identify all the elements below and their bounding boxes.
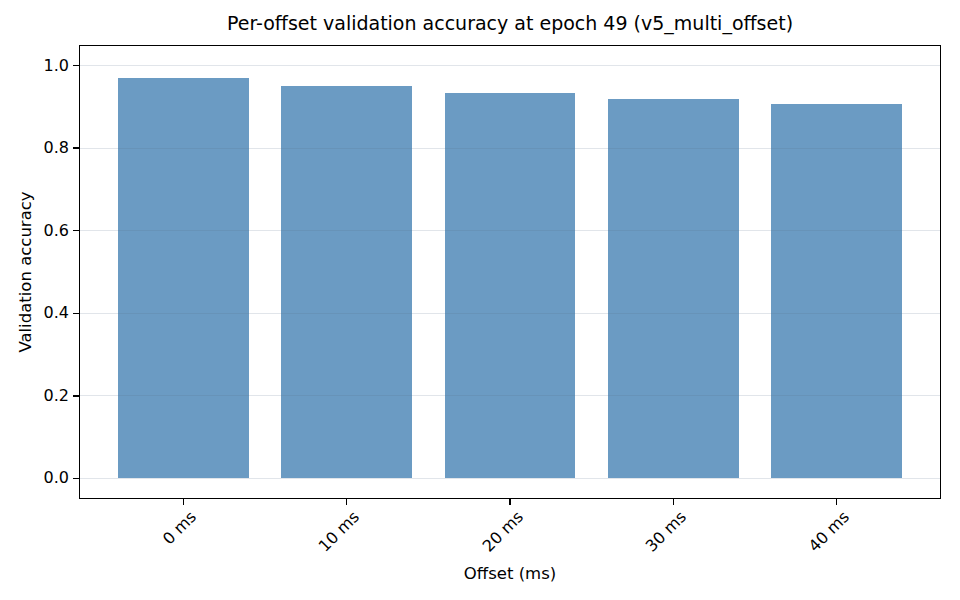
y-gridline: [79, 65, 941, 66]
x-tick-label: 40 ms: [806, 508, 854, 556]
x-tick-mark: [673, 499, 674, 505]
y-gridline: [79, 148, 941, 149]
bar-0-ms: [118, 78, 249, 479]
y-gridline: [79, 395, 941, 396]
y-tick-mark: [73, 395, 79, 396]
y-tick-mark: [73, 313, 79, 314]
x-tick-label: 20 ms: [479, 508, 527, 556]
x-tick-mark: [183, 499, 184, 505]
x-tick-label: 30 ms: [642, 508, 690, 556]
bar-30-ms: [608, 99, 739, 478]
plot-area: [79, 45, 941, 499]
bar-20-ms: [445, 93, 576, 478]
y-tick-mark: [73, 65, 79, 66]
y-tick-mark: [73, 147, 79, 148]
y-tick-label: 0.2: [0, 387, 69, 405]
x-axis-label: Offset (ms): [79, 564, 941, 584]
bar-40-ms: [771, 104, 902, 478]
y-axis-label: Validation accuracy: [16, 191, 36, 352]
x-tick-mark: [836, 499, 837, 505]
chart-title: Per-offset validation accuracy at epoch …: [79, 11, 941, 35]
y-gridline: [79, 313, 941, 314]
x-tick-label: 0 ms: [160, 508, 200, 548]
y-gridline: [79, 478, 941, 479]
y-tick-mark: [73, 230, 79, 231]
y-tick-mark: [73, 478, 79, 479]
figure: Per-offset validation accuracy at epoch …: [0, 0, 960, 600]
x-tick-mark: [346, 499, 347, 505]
y-tick-label: 0.4: [0, 304, 69, 322]
x-tick-label: 10 ms: [316, 508, 364, 556]
x-tick-mark: [509, 499, 510, 505]
y-tick-label: 1.0: [0, 57, 69, 75]
bar-10-ms: [281, 86, 412, 479]
y-gridline: [79, 230, 941, 231]
y-tick-label: 0.6: [0, 222, 69, 240]
y-tick-label: 0.8: [0, 139, 69, 157]
y-tick-label: 0.0: [0, 469, 69, 487]
